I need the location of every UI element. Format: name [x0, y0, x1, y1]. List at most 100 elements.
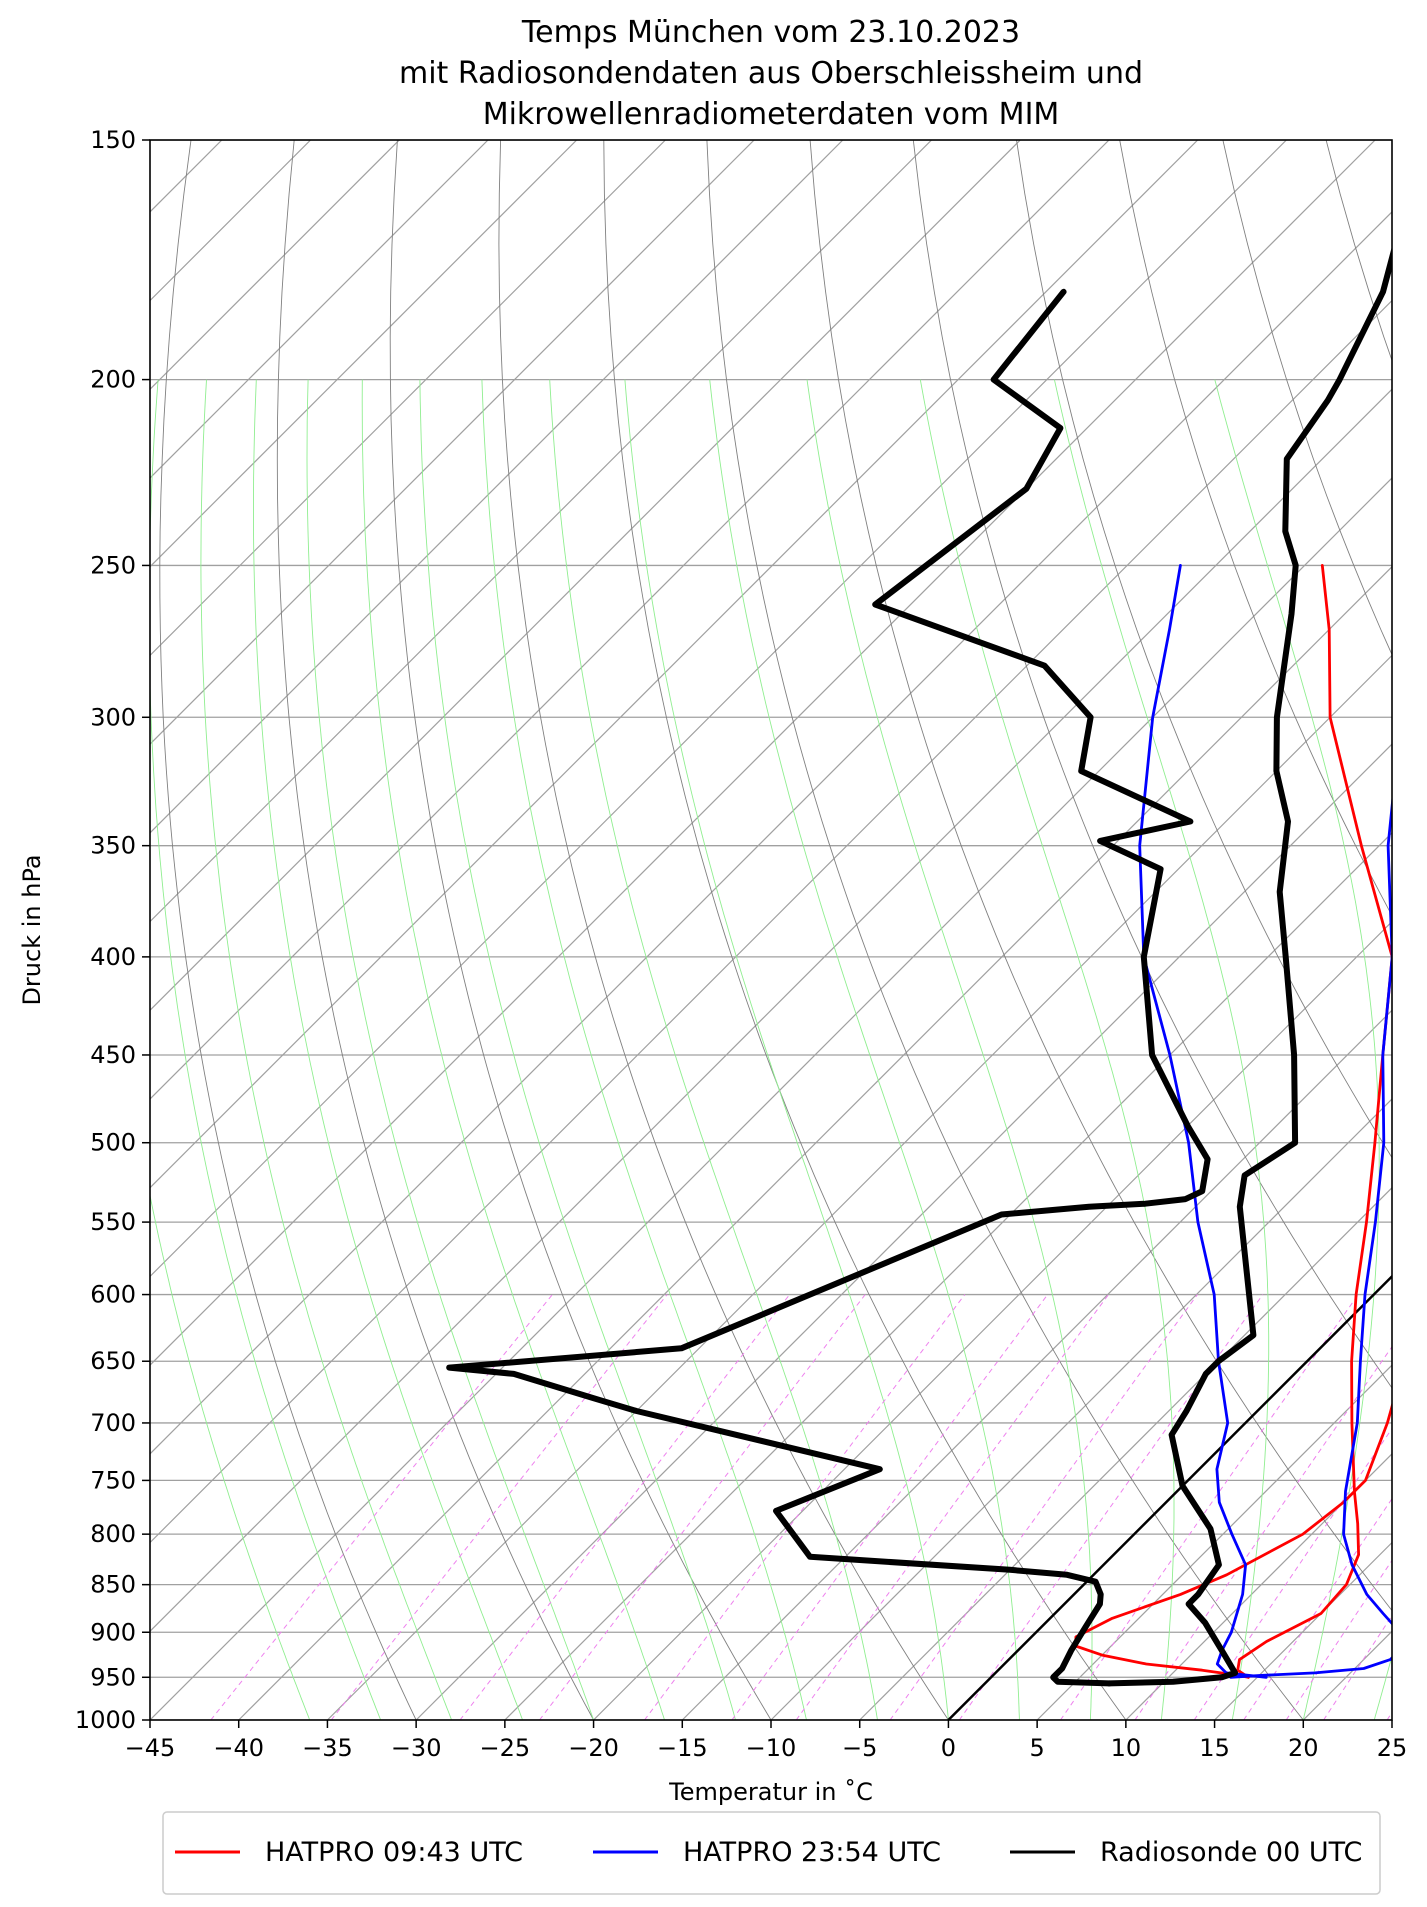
moist-adiabat--12 [419, 379, 736, 1720]
moist-adiabat--4 [549, 379, 878, 1720]
isotherm--65 [150, 140, 1376, 1366]
x-tick-label-1: −40 [213, 1734, 264, 1762]
x-tick-label-8: −5 [842, 1734, 877, 1762]
isotherm--25 [504, 832, 1392, 1720]
y-tick-label-15: 900 [90, 1618, 136, 1646]
y-tick-label-7: 500 [90, 1129, 136, 1157]
mixing-ratio-3 [889, 1294, 1198, 1720]
mixing-ratio-6 [1060, 1294, 1359, 1720]
x-tick-label-0: −45 [125, 1734, 176, 1762]
moist-adiabat-16 [1053, 379, 1270, 1720]
x-tick-label-2: −35 [302, 1734, 353, 1762]
y-tick-label-3: 300 [90, 703, 136, 731]
isotherm--55 [150, 299, 1392, 1544]
y-tick-label-17: 1000 [75, 1706, 136, 1734]
x-tick-label-10: 5 [1030, 1734, 1045, 1762]
x-tick-label-4: −25 [480, 1734, 531, 1762]
chart-title: Temps München vom 23.10.2023 mit Radioso… [399, 15, 1143, 132]
y-tick-label-1: 200 [90, 366, 136, 394]
y-tick-label-14: 850 [90, 1571, 136, 1599]
mixing-ratio-0.4 [459, 1294, 790, 1720]
series-line-5 [446, 288, 1211, 1687]
title-line-2: mit Radiosondendaten aus Oberschleisshei… [399, 56, 1143, 91]
series-line-4 [1106, 246, 1392, 1687]
x-tick-label-7: −10 [746, 1734, 797, 1762]
mixing-ratio-0.1 [210, 1294, 553, 1720]
y-tick-label-11: 700 [90, 1409, 136, 1437]
isotherm--10 [770, 1098, 1392, 1720]
series-line-3 [1229, 793, 1392, 1679]
y-tick-label-10: 650 [90, 1347, 136, 1375]
moist-adiabat--24 [253, 379, 524, 1720]
mixing-ratio-0.6 [539, 1294, 866, 1720]
isotherm--50 [150, 388, 1392, 1633]
background-lines [150, 140, 1392, 1720]
dry-adiabat-30 [809, 140, 1392, 1612]
title-line-1: Temps München vom 23.10.2023 [521, 15, 1020, 50]
y-tick-label-9: 600 [90, 1281, 136, 1309]
isotherm--60 [150, 211, 1392, 1455]
isotherm--80 [150, 140, 1110, 1100]
moist-adiabat-8 [806, 379, 1093, 1720]
legend-label-radiosonde: Radiosonde 00 UTC [1100, 1837, 1362, 1868]
dry-adiabat-40 [912, 140, 1392, 1389]
moist-adiabat--28 [200, 379, 453, 1720]
isotherm--15 [681, 1009, 1392, 1720]
moist-adiabat-0 [624, 379, 949, 1720]
data-series [446, 246, 1392, 1720]
moist-adiabat-4 [709, 379, 1020, 1720]
x-tick-label-6: −15 [657, 1734, 708, 1762]
y-tick-label-8: 550 [90, 1208, 136, 1236]
y-tick-label-2: 250 [90, 551, 136, 579]
y-tick-label-16: 950 [90, 1663, 136, 1691]
isotherm--40 [238, 565, 1392, 1720]
legend-item-hatpro-0943: HATPRO 09:43 UTC [175, 1837, 523, 1868]
dry-adiabat--30 [159, 140, 417, 1720]
moist-adiabat--36 [150, 1193, 311, 1720]
moist-adiabat--8 [481, 379, 807, 1720]
mixing-ratio-0.2 [330, 1294, 668, 1720]
isotherm--35 [327, 654, 1392, 1720]
series-line-2 [1138, 564, 1268, 1679]
x-tick-label-5: −20 [568, 1734, 619, 1762]
y-axis-ticks: 150 200 250 300 350 400 450 500 550 600 650 700 750 8… [75, 126, 150, 1734]
isotherm--105 [150, 140, 666, 657]
x-tick-label-12: 15 [1199, 1734, 1230, 1762]
isotherm--115 [150, 140, 489, 479]
isotherm--45 [150, 477, 1392, 1720]
legend-box [162, 1811, 1381, 1895]
isotherm-5 [1036, 1364, 1392, 1720]
dry-adiabat--10 [389, 140, 772, 1720]
moist-adiabat-12 [919, 379, 1175, 1720]
title-line-3: Mikrowellenradiometerdaten vom MIM [483, 97, 1060, 132]
legend: HATPRO 09:43 UTC HATPRO 23:54 UTC Radios… [162, 1811, 1381, 1895]
dry-adiabat--20 [276, 140, 594, 1720]
x-tick-label-3: −30 [391, 1734, 442, 1762]
dry-adiabat-10 [603, 140, 1127, 1720]
isotherm--30 [415, 743, 1392, 1720]
legend-label-hatpro-0943: HATPRO 09:43 UTC [265, 1837, 523, 1868]
y-tick-label-0: 150 [90, 126, 136, 154]
mixing-ratio-8 [1134, 1345, 1392, 1720]
zero-isotherm-line [947, 1274, 1392, 1720]
legend-item-hatpro-2354: HATPRO 23:54 UTC [593, 1837, 941, 1868]
mixing-ratio-2 [795, 1294, 1109, 1720]
y-tick-label-4: 350 [90, 832, 136, 860]
y-axis-label: Druck in hPa [18, 854, 46, 1005]
isotherm--85 [150, 140, 1021, 1012]
isotherm--90 [150, 140, 932, 923]
dry-adiabat-20 [706, 140, 1304, 1720]
isotherm-10 [1125, 1453, 1392, 1720]
isotherm--75 [150, 140, 1199, 1189]
isotherm--110 [150, 140, 578, 568]
legend-label-hatpro-2354: HATPRO 23:54 UTC [683, 1837, 941, 1868]
x-axis-ticks: −45 −40 −35 −30 −25 −20 −15 −10 −5 0 5 10 15 20 25 [125, 1720, 1407, 1762]
dry-adiabat-0 [498, 140, 949, 1720]
y-tick-label-13: 800 [90, 1520, 136, 1548]
dry-adiabat-50 [1016, 140, 1392, 1159]
y-tick-label-12: 750 [90, 1466, 136, 1494]
moist-adiabat--16 [361, 379, 665, 1720]
series-line-1 [1236, 928, 1392, 1679]
